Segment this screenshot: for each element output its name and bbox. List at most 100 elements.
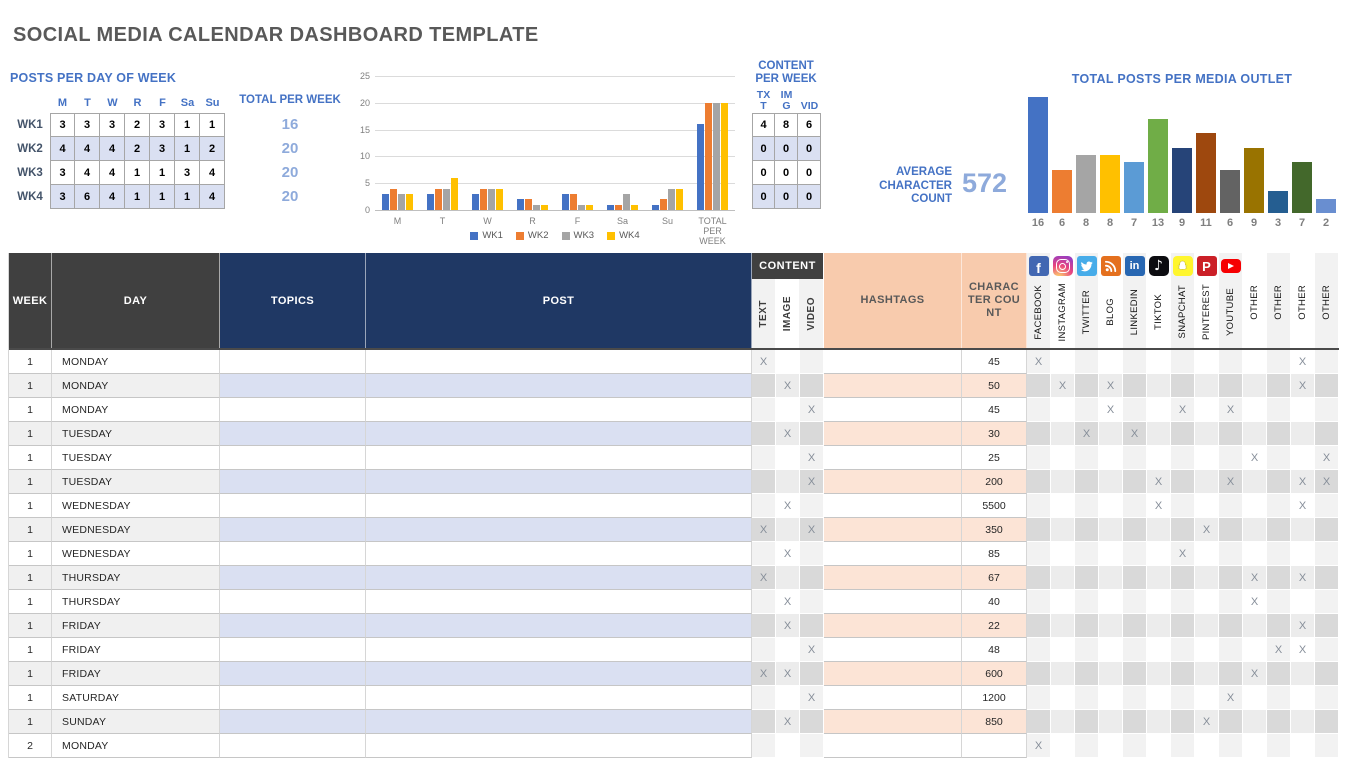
cell-outlet-youtube[interactable] (1219, 350, 1243, 374)
cell-image-mark[interactable] (776, 470, 800, 494)
cell-outlet-blog[interactable] (1099, 470, 1123, 494)
cell-outlet-other2[interactable] (1267, 686, 1291, 710)
cell-hashtags[interactable] (824, 470, 962, 494)
cell-image-mark[interactable]: X (776, 614, 800, 638)
cell-outlet-other1[interactable]: X (1243, 566, 1267, 590)
cell-outlet-twitter[interactable] (1075, 638, 1099, 662)
cell-outlet-other3[interactable] (1291, 710, 1315, 734)
cell-outlet-pinterest[interactable]: X (1195, 518, 1219, 542)
cell-outlet-instagram[interactable] (1051, 494, 1075, 518)
cell-outlet-other3[interactable] (1291, 542, 1315, 566)
cell-hashtags[interactable] (824, 422, 962, 446)
cell-hashtags[interactable] (824, 542, 962, 566)
cell-outlet-youtube[interactable] (1219, 638, 1243, 662)
cell-week[interactable]: 1 (9, 686, 52, 710)
cell-outlet-other2[interactable] (1267, 350, 1291, 374)
cell-day[interactable]: WEDNESDAY (52, 518, 220, 542)
cell-outlet-snapchat[interactable] (1171, 686, 1195, 710)
cell-outlet-snapchat[interactable] (1171, 638, 1195, 662)
cell-image-mark[interactable]: X (776, 662, 800, 686)
cell-outlet-tiktok[interactable] (1147, 710, 1171, 734)
cell-post[interactable] (366, 446, 752, 470)
cell-outlet-linkedin[interactable] (1123, 590, 1147, 614)
cell-character-count[interactable]: 50 (962, 374, 1027, 398)
cell-outlet-other1[interactable]: X (1243, 446, 1267, 470)
cell-week[interactable]: 1 (9, 422, 52, 446)
cell-outlet-youtube[interactable] (1219, 566, 1243, 590)
cell-outlet-twitter[interactable] (1075, 350, 1099, 374)
cell-outlet-other2[interactable] (1267, 734, 1291, 758)
cell-outlet-tiktok[interactable] (1147, 566, 1171, 590)
cell-post[interactable] (366, 494, 752, 518)
cell-outlet-linkedin[interactable] (1123, 662, 1147, 686)
cell-outlet-other1[interactable] (1243, 470, 1267, 494)
cell-outlet-snapchat[interactable] (1171, 494, 1195, 518)
cell-week[interactable]: 1 (9, 614, 52, 638)
cell-video-mark[interactable]: X (800, 446, 824, 470)
cell-outlet-snapchat[interactable]: X (1171, 398, 1195, 422)
cell-outlet-other1[interactable] (1243, 422, 1267, 446)
cell-text-mark[interactable] (752, 398, 776, 422)
cell-post[interactable] (366, 686, 752, 710)
cell-outlet-snapchat[interactable] (1171, 662, 1195, 686)
col-header-instagram[interactable]: INSTAGRAM (1051, 253, 1075, 348)
cell-outlet-youtube[interactable] (1219, 662, 1243, 686)
cell-outlet-instagram[interactable] (1051, 686, 1075, 710)
cell-outlet-tiktok[interactable] (1147, 638, 1171, 662)
cell-outlet-blog[interactable] (1099, 518, 1123, 542)
cell-outlet-facebook[interactable] (1027, 614, 1051, 638)
cell-outlet-twitter[interactable] (1075, 662, 1099, 686)
cell-outlet-other4[interactable] (1315, 374, 1339, 398)
cell-outlet-other4[interactable] (1315, 494, 1339, 518)
cell-outlet-facebook[interactable] (1027, 446, 1051, 470)
cell-outlet-instagram[interactable] (1051, 350, 1075, 374)
total-per-week-value[interactable]: 20 (281, 164, 299, 181)
cell-outlet-youtube[interactable] (1219, 614, 1243, 638)
cell-image-mark[interactable]: X (776, 590, 800, 614)
cell-outlet-twitter[interactable] (1075, 686, 1099, 710)
cell-outlet-facebook[interactable] (1027, 686, 1051, 710)
cell-hashtags[interactable] (824, 710, 962, 734)
posts-cell[interactable]: 3 (75, 113, 100, 137)
cell-day[interactable]: SUNDAY (52, 710, 220, 734)
cell-outlet-twitter[interactable] (1075, 446, 1099, 470)
cell-character-count[interactable]: 1200 (962, 686, 1027, 710)
cell-outlet-youtube[interactable] (1219, 734, 1243, 758)
cell-outlet-pinterest[interactable]: X (1195, 710, 1219, 734)
posts-cell[interactable]: 4 (100, 185, 125, 209)
cell-day[interactable]: WEDNESDAY (52, 542, 220, 566)
posts-cell[interactable]: 1 (150, 185, 175, 209)
cell-outlet-linkedin[interactable] (1123, 542, 1147, 566)
col-header-post[interactable]: POST (366, 253, 752, 348)
cell-topics[interactable] (220, 662, 366, 686)
cell-week[interactable]: 1 (9, 542, 52, 566)
posts-cell[interactable]: 3 (50, 161, 75, 185)
cell-outlet-pinterest[interactable] (1195, 470, 1219, 494)
cell-outlet-facebook[interactable] (1027, 542, 1051, 566)
cell-week[interactable]: 1 (9, 518, 52, 542)
cell-outlet-linkedin[interactable] (1123, 470, 1147, 494)
cell-outlet-other2[interactable]: X (1267, 638, 1291, 662)
cell-video-mark[interactable] (800, 590, 824, 614)
cell-outlet-other3[interactable]: X (1291, 350, 1315, 374)
cell-outlet-other2[interactable] (1267, 518, 1291, 542)
cell-post[interactable] (366, 398, 752, 422)
cell-video-mark[interactable] (800, 734, 824, 758)
cell-outlet-tiktok[interactable] (1147, 686, 1171, 710)
posts-cell[interactable]: 4 (200, 161, 225, 185)
cell-outlet-snapchat[interactable] (1171, 446, 1195, 470)
cell-image-mark[interactable] (776, 734, 800, 758)
cell-outlet-pinterest[interactable] (1195, 686, 1219, 710)
cell-outlet-pinterest[interactable] (1195, 662, 1219, 686)
cell-outlet-other4[interactable] (1315, 590, 1339, 614)
cell-week[interactable]: 1 (9, 638, 52, 662)
cell-character-count[interactable]: 5500 (962, 494, 1027, 518)
content-per-week-cell[interactable]: 4 (752, 113, 775, 137)
cell-text-mark[interactable]: X (752, 566, 776, 590)
cell-outlet-youtube[interactable] (1219, 710, 1243, 734)
cell-day[interactable]: TUESDAY (52, 470, 220, 494)
cell-outlet-other4[interactable] (1315, 398, 1339, 422)
cell-outlet-snapchat[interactable] (1171, 734, 1195, 758)
cell-topics[interactable] (220, 350, 366, 374)
cell-outlet-twitter[interactable] (1075, 374, 1099, 398)
